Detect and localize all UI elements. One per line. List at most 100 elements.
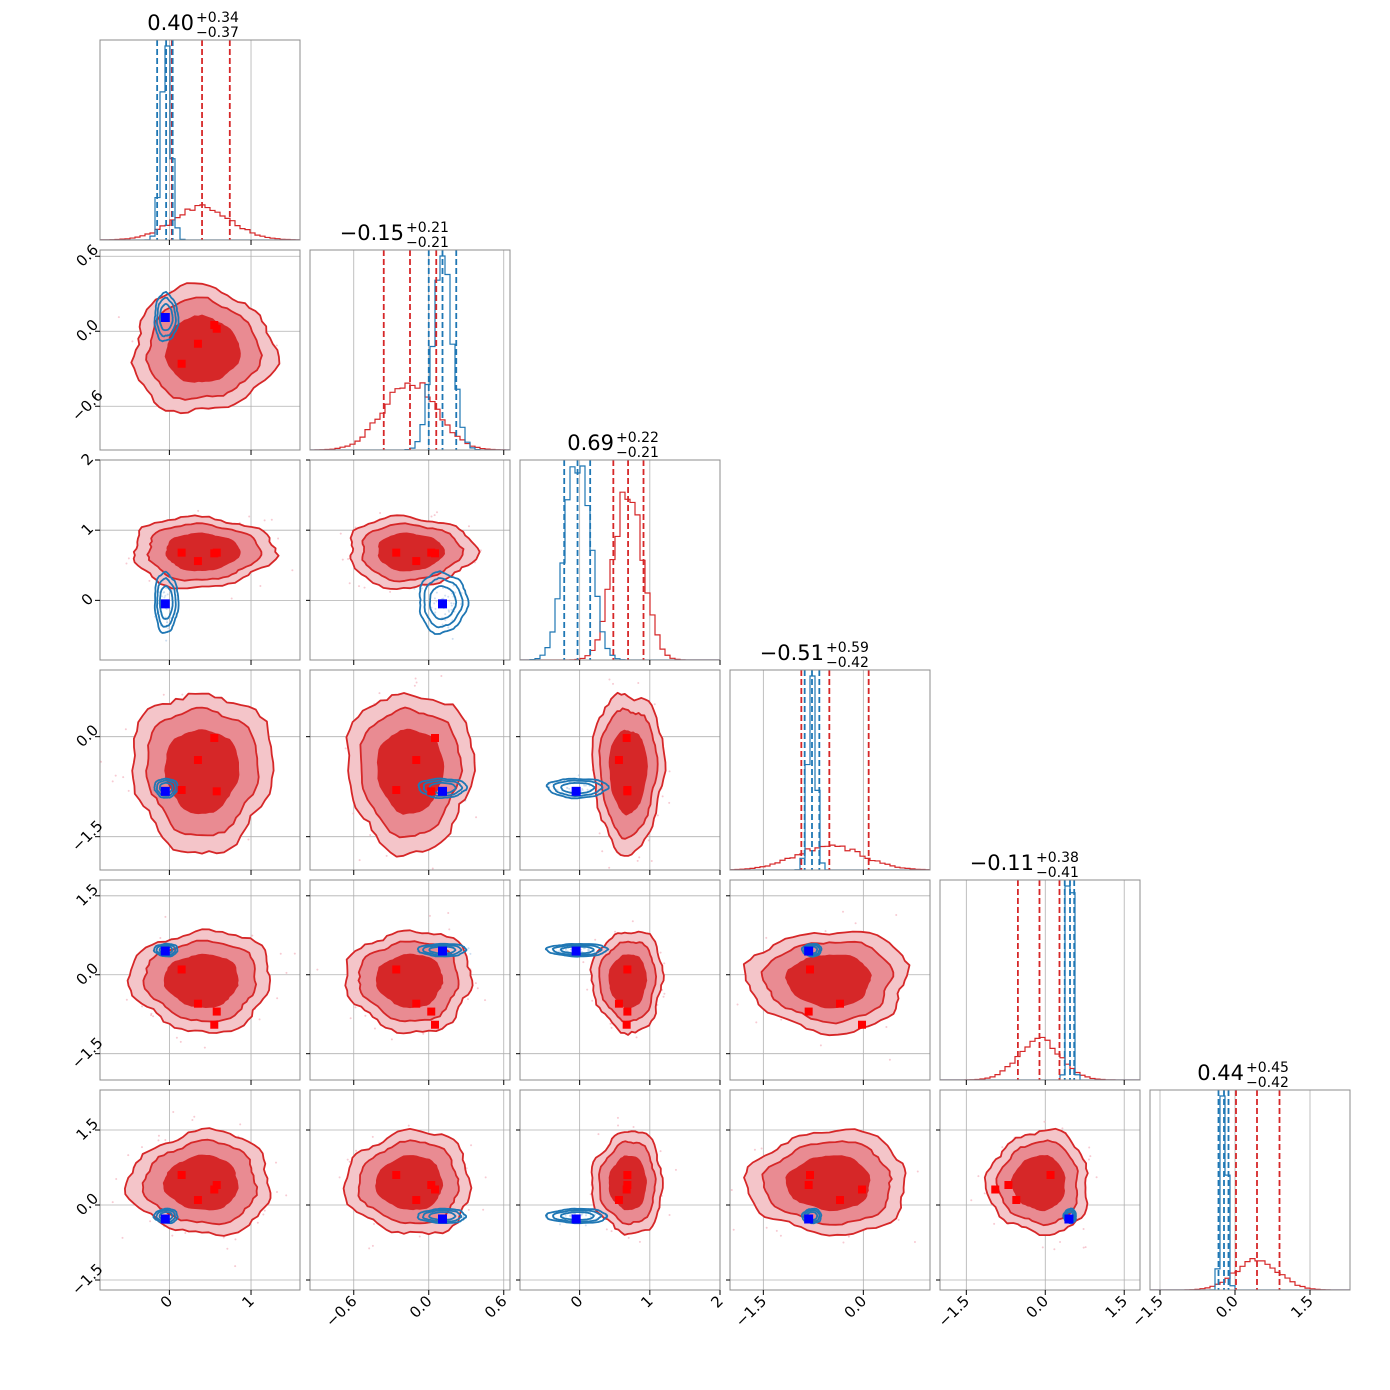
sample-point-blue — [163, 591, 166, 594]
sample-point-red — [1087, 1158, 1090, 1161]
sample-point-blue — [587, 948, 590, 951]
sample-point-red — [172, 1111, 175, 1114]
marker-red — [177, 965, 186, 974]
sample-point-red — [586, 988, 589, 991]
sample-point-blue — [558, 1223, 561, 1226]
sample-point-blue — [444, 613, 447, 616]
sample-point-red — [598, 832, 601, 835]
sample-point-red — [127, 557, 130, 560]
marker-red — [177, 786, 186, 794]
marker-red — [427, 787, 436, 796]
x-tick-label: 0 — [567, 1292, 586, 1311]
sample-point-red — [632, 1125, 635, 1128]
panel-frame — [939, 1089, 1141, 1291]
panel-body — [100, 1090, 300, 1290]
panel-body — [310, 250, 510, 450]
contour-panel-5-0: 0 1 −1.5 0.0 1.5 — [68, 1089, 301, 1312]
sample-point-red — [631, 920, 634, 923]
marker-red — [412, 557, 421, 566]
sample-point-red — [390, 1038, 393, 1041]
sample-point-red — [358, 585, 361, 588]
marker-red — [212, 1181, 221, 1189]
marker-blue — [438, 599, 447, 609]
marker-blue — [438, 1214, 447, 1224]
x-tick-label: −1.5 — [1128, 1292, 1166, 1330]
sample-point-blue — [413, 587, 416, 590]
sample-point-red — [474, 982, 477, 985]
sample-point-red — [125, 998, 128, 1001]
sample-point-red — [127, 1154, 130, 1157]
marker-red — [806, 965, 814, 974]
sample-point-red — [164, 1138, 167, 1141]
sample-point-red — [617, 1124, 620, 1127]
y-tick-label: 0.0 — [72, 959, 102, 989]
marker-red — [193, 999, 202, 1008]
x-tick-label: −0.6 — [322, 1292, 360, 1330]
sample-point-red — [422, 1032, 425, 1035]
sample-point-red — [610, 1230, 613, 1233]
histogram-red — [1150, 1258, 1350, 1290]
sample-point-red — [316, 968, 319, 971]
marker-red — [623, 1171, 632, 1179]
sample-point-red — [1043, 1120, 1046, 1123]
sample-point-blue — [584, 784, 587, 787]
title-value: 0.44 — [1197, 1061, 1244, 1085]
marker-blue — [160, 313, 170, 322]
sample-point-red — [162, 693, 165, 696]
sample-point-red — [354, 526, 357, 529]
contour-blue-outer — [417, 777, 468, 799]
sample-point-red — [1082, 1228, 1085, 1231]
panel-title: −0.15 +0.21−0.21 — [340, 220, 449, 251]
sample-point-red — [1001, 1146, 1004, 1149]
sample-point-red — [608, 678, 611, 681]
contour-panel-3-1 — [306, 669, 511, 875]
sample-point-blue — [164, 594, 167, 597]
sample-point-red — [179, 1040, 182, 1043]
sample-point-red — [730, 1188, 733, 1191]
x-tick-label: 0 — [157, 1292, 176, 1311]
sample-point-red — [275, 344, 278, 347]
title-plus: +0.38 — [1036, 850, 1079, 866]
contour-blue-middle — [803, 1209, 821, 1223]
sample-point-red — [203, 1046, 206, 1049]
marker-red — [614, 999, 623, 1008]
marker-red — [806, 1171, 814, 1179]
contour-blue-middle — [552, 1209, 603, 1223]
panel-body — [100, 880, 300, 1080]
sample-point-red — [609, 1022, 612, 1025]
title-minus: −0.41 — [1036, 865, 1079, 881]
marker-red — [193, 557, 202, 566]
sample-point-red — [175, 1036, 178, 1039]
sample-point-red — [150, 1012, 153, 1015]
y-tick-label: −1.5 — [68, 1260, 106, 1298]
contour-blue-outer — [153, 777, 179, 799]
sample-point-red — [157, 1134, 160, 1137]
contour-blue-middle — [422, 779, 464, 797]
x-tick-label: −1.5 — [732, 1292, 770, 1330]
sample-point-red — [1089, 1155, 1092, 1158]
sample-point-blue — [444, 619, 447, 622]
sample-point-red — [601, 850, 604, 853]
sample-point-red — [270, 518, 273, 521]
contour-blue-outer — [800, 942, 823, 958]
sample-point-red — [369, 833, 372, 836]
sample-point-red — [159, 937, 162, 940]
sample-point-red — [373, 1027, 376, 1030]
sample-point-red — [479, 549, 482, 552]
sample-point-red — [111, 780, 114, 783]
contour-panel-5-4: −1.5 0.0 1.5 — [935, 1089, 1141, 1331]
title-value: −0.11 — [970, 851, 1034, 875]
contour-panel-4-0: −1.5 0.0 1.5 — [68, 879, 301, 1085]
sample-point-red — [484, 999, 487, 1002]
sample-point-red — [1084, 1246, 1087, 1249]
title-plus: +0.59 — [826, 640, 869, 656]
histogram-red — [100, 204, 300, 240]
x-tick-label: 1 — [238, 1292, 257, 1311]
sample-point-red — [983, 1192, 986, 1195]
contour-panel-5-3: −1.5 0.0 — [726, 1089, 931, 1331]
panel-frame — [99, 669, 301, 871]
contour-panel-5-2: 0 1 2 — [516, 1089, 727, 1312]
sample-point-red — [1082, 1246, 1085, 1249]
sample-point-red — [152, 1015, 155, 1018]
contour-blue-inner — [159, 585, 174, 620]
